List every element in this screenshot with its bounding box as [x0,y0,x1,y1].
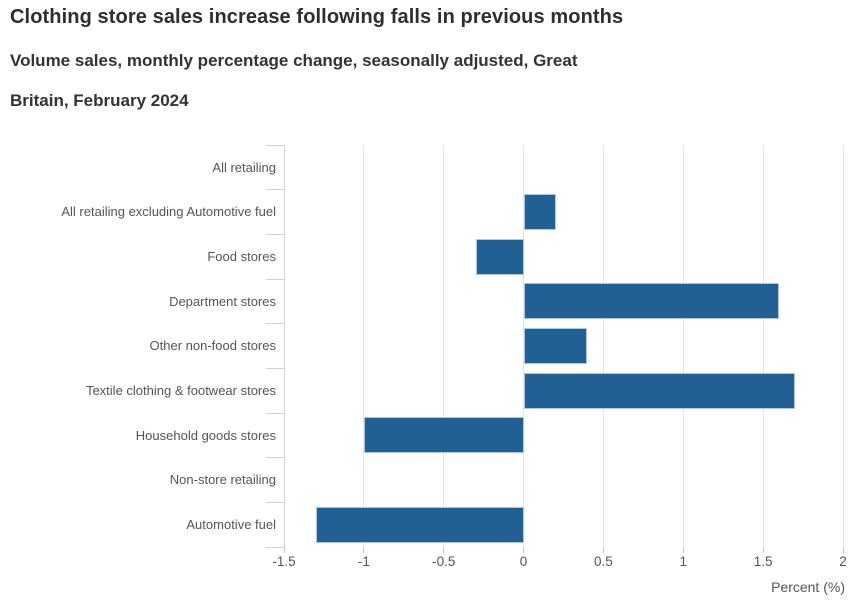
category-label: Textile clothing & footwear stores [85,383,276,399]
x-axis-title: Percent (%) [771,579,845,595]
y-axis-tick [266,501,284,503]
x-axis-tick [682,547,684,553]
y-axis-tick [266,278,284,280]
y-axis-tick [266,367,284,369]
y-axis-tick [266,189,284,191]
y-axis-line [283,145,285,547]
x-tick-label: -1.5 [272,554,296,569]
x-gridline [602,145,604,547]
x-axis-tick [363,547,365,553]
bar-textile-clothing-footwear-stores [523,372,796,409]
x-tick-label: -1 [357,554,370,569]
x-gridline [842,145,844,547]
category-label: Household goods stores [135,427,276,443]
x-gridline [363,145,365,547]
x-gridline [443,145,445,547]
category-label: Food stores [207,249,276,265]
y-axis-tick [266,233,284,235]
x-axis-tick [762,547,764,553]
category-label: Automotive fuel [186,517,276,533]
y-axis-tick [266,546,284,548]
bar-automotive-fuel [315,506,524,543]
x-gridline [762,145,764,547]
bar-other-non-food-stores [523,328,588,364]
chart-title: Clothing store sales increase following … [10,6,624,28]
x-tick-label: 2 [839,554,847,569]
x-gridline [682,145,684,547]
category-label: Non-store retailing [169,472,276,488]
bar-food-stores [475,238,524,275]
chart-subtitle-line-2: Britain, February 2024 [10,91,189,110]
chart-subtitle-line-1: Volume sales, monthly percentage change,… [10,51,578,70]
x-tick-label: 0.5 [594,554,613,569]
y-axis-tick [266,457,284,459]
y-axis-tick [266,323,284,325]
x-axis-tick [283,547,285,553]
category-label: Department stores [169,293,276,309]
plot-area: Percent (%) -1.5 -1 -0.5 0 0.5 1 1.5 2 [266,144,847,595]
x-tick-label: -0.5 [432,554,456,569]
category-label: All retailing [212,159,276,175]
x-axis-tick [842,547,844,553]
x-axis-tick [602,547,604,553]
category-label: Other non-food stores [149,338,276,354]
x-axis-tick [523,547,525,553]
bar-department-stores [523,283,780,320]
bar-all-retailing-excluding-automotive-fuel [523,194,556,230]
category-label: All retailing excluding Automotive fuel [61,204,276,220]
x-tick-label: 1.5 [753,554,773,569]
x-tick-label: 1 [679,554,688,569]
y-axis-tick [266,412,284,414]
y-axis-tick [266,144,284,146]
bar-household-goods-stores [363,417,524,454]
x-axis-tick [443,547,445,553]
x-tick-label: 0 [519,554,528,569]
